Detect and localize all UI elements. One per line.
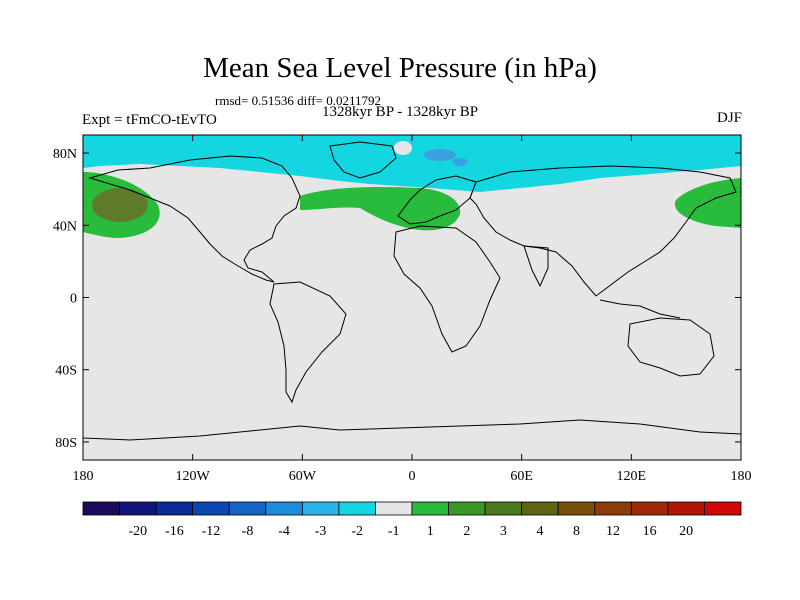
lat-label: 40N — [53, 219, 77, 234]
north-pacific-strong-anomaly — [92, 188, 148, 222]
colorbar-swatch — [301, 501, 340, 516]
colorbar-label: 8 — [573, 524, 580, 539]
lon-label: 120W — [176, 469, 211, 484]
australia-outline — [627, 317, 715, 377]
season-label: DJF — [716, 110, 742, 126]
experiment-label: Expt = tFmCO-tEvTO — [82, 112, 217, 128]
colorbar-swatch — [630, 501, 669, 516]
colorbar-label: -16 — [165, 524, 184, 539]
lat-label: 0 — [70, 292, 77, 307]
colorbar-swatch — [484, 501, 523, 516]
northwest-pacific-positive-anomaly — [674, 178, 741, 228]
colorbar-label: 20 — [679, 524, 693, 539]
colorbar-swatch — [82, 501, 120, 516]
lon-label: 0 — [409, 469, 416, 484]
lat-label: 40S — [55, 364, 77, 379]
colorbar-swatch — [338, 501, 376, 516]
colorbar-swatch — [192, 501, 230, 516]
chart-title: Mean Sea Level Pressure (in hPa) — [203, 52, 597, 84]
colorbar-swatch — [704, 501, 742, 516]
colorbar-swatch — [411, 501, 449, 516]
colorbar — [82, 501, 742, 516]
greenland-outline — [329, 141, 397, 179]
period-subtitle: 1328kyr BP - 1328kyr BP — [321, 104, 479, 120]
colorbar-label: -20 — [128, 524, 147, 539]
antarctica-outline — [83, 419, 741, 441]
colorbar-swatch — [265, 501, 303, 516]
colorbar-swatch — [557, 501, 596, 516]
colorbar-swatch — [119, 501, 157, 516]
colorbar-label: 3 — [500, 524, 507, 539]
lon-label: 60E — [510, 469, 533, 484]
asia-outline — [469, 165, 737, 297]
north-america-outline — [88, 155, 301, 283]
stats-line: rmsd= 0.51536 diff= 0.0211792 — [215, 93, 381, 108]
lat-label: 80N — [53, 147, 77, 162]
colorbar-label: -3 — [315, 524, 327, 539]
lon-label: 60W — [289, 469, 317, 484]
colorbar-label: -12 — [202, 524, 221, 539]
lon-label: 180 — [731, 469, 752, 484]
north-atlantic-positive-anomaly — [300, 186, 461, 231]
colorbar-swatch — [594, 501, 632, 516]
south-america-outline — [269, 281, 347, 404]
colorbar-label: -1 — [388, 524, 400, 539]
lat-label: 80S — [55, 436, 77, 451]
africa-outline — [393, 225, 501, 353]
arctic-negative-anomaly — [83, 135, 741, 192]
blue-anomaly-patch — [424, 149, 456, 161]
lon-label: 180 — [73, 469, 94, 484]
colorbar-label: -8 — [242, 524, 254, 539]
colorbar-label: 2 — [463, 524, 470, 539]
india-outline — [523, 245, 549, 288]
colorbar-swatch — [667, 501, 705, 516]
colorbar-swatch — [521, 501, 559, 516]
colorbar-swatch — [155, 501, 194, 516]
colorbar-swatch — [448, 501, 486, 516]
colorbar-swatch — [375, 501, 413, 516]
colorbar-label: 12 — [606, 524, 620, 539]
lon-label: 120E — [617, 469, 647, 484]
indonesia-outline — [599, 299, 681, 319]
neutral-anomaly-patch — [394, 141, 412, 155]
colorbar-label: 1 — [427, 524, 434, 539]
blue-anomaly-patch — [452, 158, 468, 166]
colorbar-label: -4 — [278, 524, 290, 539]
colorbar-label: 16 — [643, 524, 657, 539]
colorbar-label: 4 — [536, 524, 543, 539]
colorbar-swatch — [228, 501, 267, 516]
colorbar-label: -2 — [351, 524, 363, 539]
